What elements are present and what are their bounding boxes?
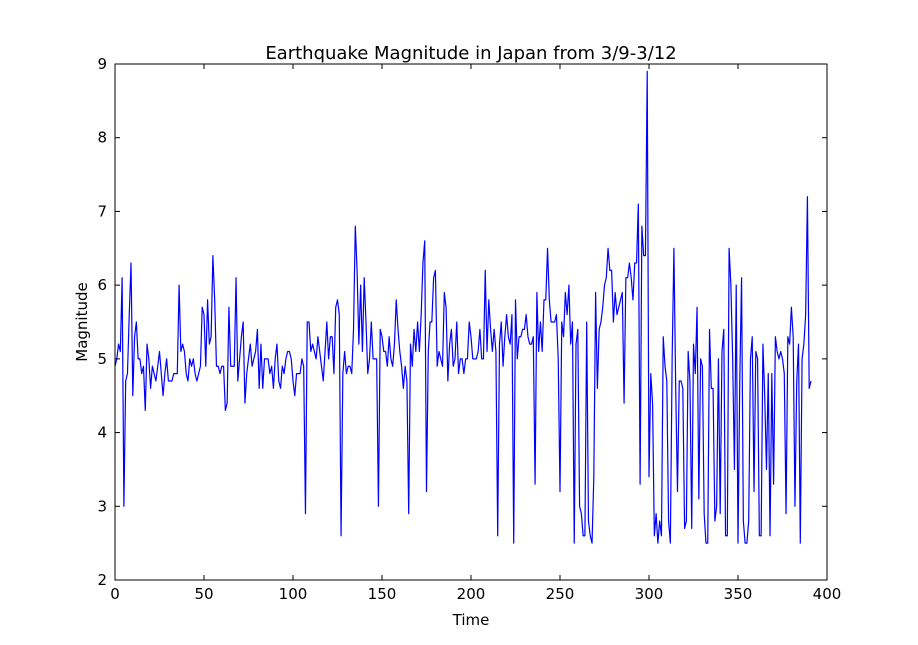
plot-area [114, 70, 812, 544]
y-tick-label: 9 [97, 55, 107, 73]
x-tick-label: 100 [279, 585, 308, 603]
y-tick-label: 3 [97, 497, 107, 515]
series-line [114, 70, 812, 544]
x-tick-label: 400 [813, 585, 842, 603]
y-tick-label: 5 [97, 350, 107, 368]
y-tick-label: 4 [97, 424, 107, 442]
x-tick-label: 0 [110, 585, 120, 603]
x-tick-label: 150 [368, 585, 397, 603]
y-tick-label: 7 [97, 202, 107, 220]
x-axis-ticks: 0 50 100 150 200 250 300 350 400 [110, 64, 841, 603]
x-tick-label: 300 [635, 585, 664, 603]
x-axis-label: Time [452, 611, 490, 629]
y-axis-label: Magnitude [73, 282, 91, 361]
y-tick-label: 2 [97, 571, 107, 589]
y-tick-label: 6 [97, 276, 107, 294]
chart-title: Earthquake Magnitude in Japan from 3/9-3… [265, 43, 676, 64]
y-tick-label: 8 [97, 129, 107, 147]
x-tick-label: 200 [457, 585, 486, 603]
y-axis-ticks: 2 3 4 5 6 7 8 9 [97, 55, 827, 589]
x-tick-label: 50 [194, 585, 213, 603]
x-tick-label: 350 [724, 585, 753, 603]
x-tick-label: 250 [546, 585, 575, 603]
